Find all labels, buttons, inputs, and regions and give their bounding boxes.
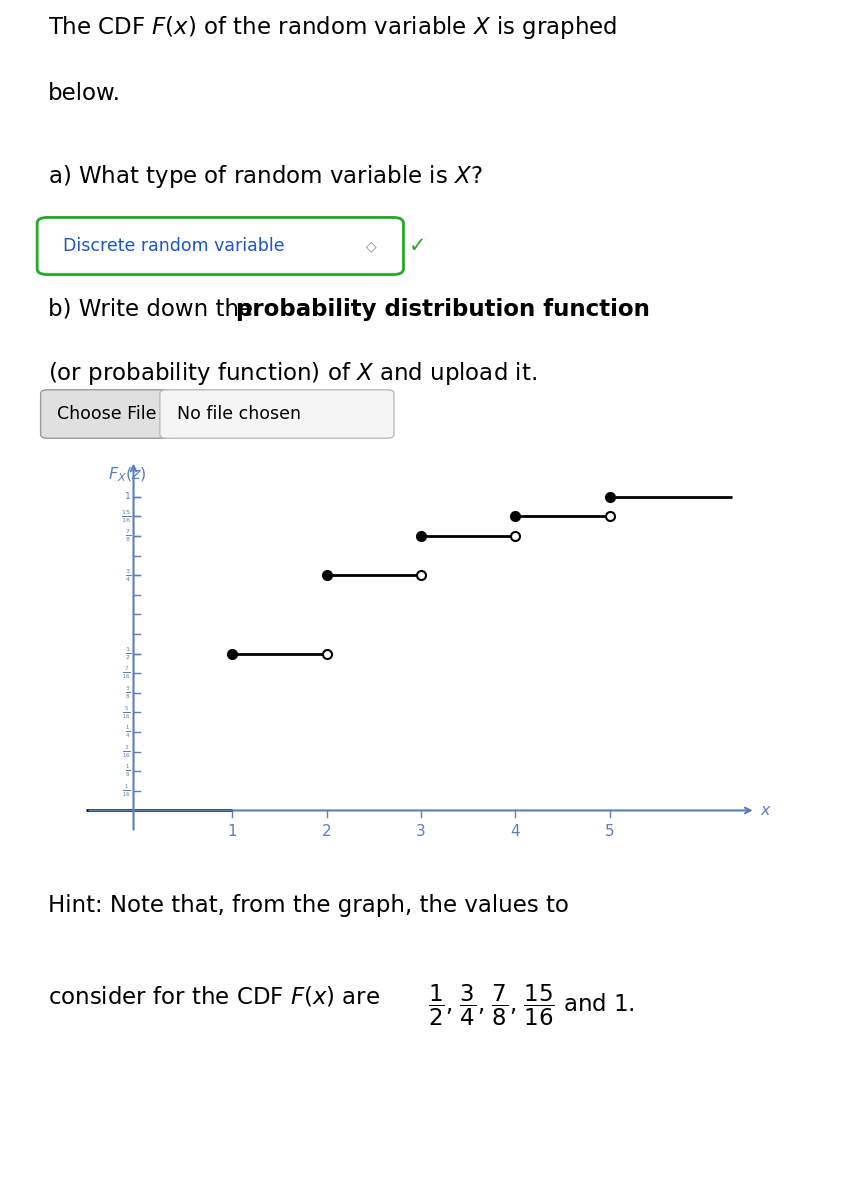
Text: ✓: ✓ xyxy=(409,236,426,256)
Text: $\frac{5}{16}$: $\frac{5}{16}$ xyxy=(122,704,130,720)
Text: $\frac{3}{8}$: $\frac{3}{8}$ xyxy=(125,685,130,701)
Text: $\frac{7}{16}$: $\frac{7}{16}$ xyxy=(122,665,130,682)
Text: $\frac{3}{16}$: $\frac{3}{16}$ xyxy=(122,744,130,760)
Text: $\dfrac{1}{2}$, $\dfrac{3}{4}$, $\dfrac{7}{8}$, $\dfrac{15}{16}$ and 1.: $\dfrac{1}{2}$, $\dfrac{3}{4}$, $\dfrac{… xyxy=(428,983,634,1027)
Text: The CDF $F(x)$ of the random variable $X$ is graphed: The CDF $F(x)$ of the random variable $X… xyxy=(48,14,617,41)
Text: ◇: ◇ xyxy=(366,239,377,253)
Text: Choose File: Choose File xyxy=(57,404,157,422)
Text: $\frac{7}{8}$: $\frac{7}{8}$ xyxy=(124,528,130,545)
Text: $x$: $x$ xyxy=(760,803,772,818)
Text: Hint: Note that, from the graph, the values to: Hint: Note that, from the graph, the val… xyxy=(48,894,569,917)
Text: $\frac{3}{4}$: $\frac{3}{4}$ xyxy=(124,566,130,583)
Text: $\frac{15}{16}$: $\frac{15}{16}$ xyxy=(121,508,130,524)
Text: $\frac{1}{16}$: $\frac{1}{16}$ xyxy=(122,782,130,799)
Text: (or probability function) of $X$ and upload it.: (or probability function) of $X$ and upl… xyxy=(48,360,537,386)
Text: 3: 3 xyxy=(416,823,426,839)
Text: $F_X(z)$: $F_X(z)$ xyxy=(108,466,147,484)
FancyBboxPatch shape xyxy=(160,390,394,438)
Text: $\frac{1}{2}$: $\frac{1}{2}$ xyxy=(124,646,130,662)
Text: consider for the CDF $F(x)$ are: consider for the CDF $F(x)$ are xyxy=(48,984,380,1008)
Text: probability distribution function: probability distribution function xyxy=(236,298,650,320)
FancyBboxPatch shape xyxy=(37,217,403,275)
Text: b) Write down the: b) Write down the xyxy=(48,298,260,320)
Text: 1: 1 xyxy=(125,492,130,502)
Text: 4: 4 xyxy=(511,823,520,839)
Text: Discrete random variable: Discrete random variable xyxy=(63,236,285,254)
Text: 2: 2 xyxy=(322,823,332,839)
FancyBboxPatch shape xyxy=(41,390,174,438)
Text: No file chosen: No file chosen xyxy=(177,404,302,422)
Text: below.: below. xyxy=(48,82,120,104)
Text: 1: 1 xyxy=(228,823,238,839)
Text: $\frac{1}{4}$: $\frac{1}{4}$ xyxy=(125,724,130,740)
Text: 5: 5 xyxy=(605,823,614,839)
Text: $\frac{1}{8}$: $\frac{1}{8}$ xyxy=(125,763,130,779)
Text: a) What type of random variable is $X$?: a) What type of random variable is $X$? xyxy=(48,163,482,190)
